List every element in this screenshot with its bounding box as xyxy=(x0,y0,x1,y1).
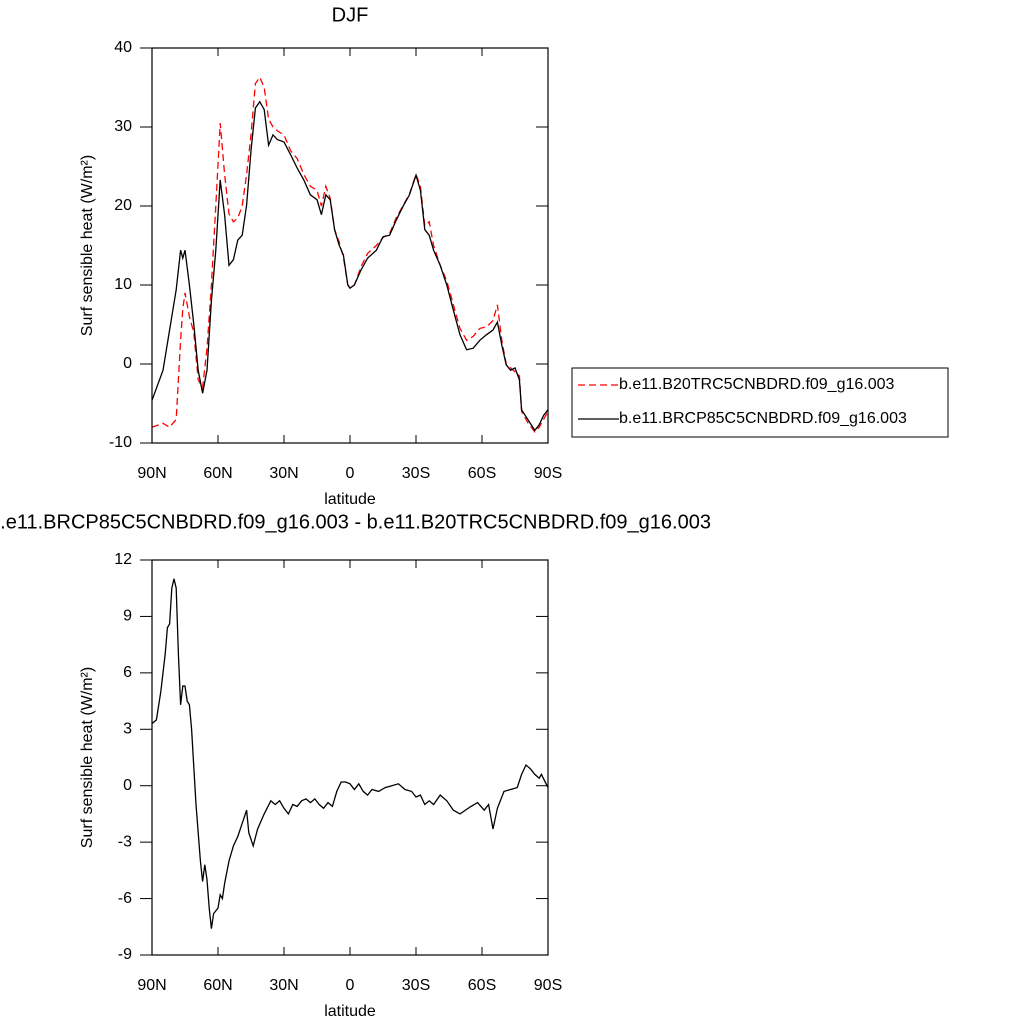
y-tick-label: -6 xyxy=(118,890,132,907)
x-tick-label: 30N xyxy=(269,465,298,482)
x-tick-label: 0 xyxy=(346,465,355,482)
y-tick-label: 9 xyxy=(123,608,132,625)
y-tick-label: 0 xyxy=(123,777,132,794)
x-tick-label: 60N xyxy=(203,977,232,994)
y-tick-label: 12 xyxy=(114,551,132,568)
y-tick-label: 0 xyxy=(123,355,132,372)
legend-label: b.e11.BRCP85C5CNBDRD.f09_g16.003 xyxy=(619,410,907,427)
data-line xyxy=(151,100,549,432)
y-tick-label: 10 xyxy=(114,276,132,293)
y-tick-label: 6 xyxy=(123,664,132,681)
chart-title: DJF xyxy=(332,4,369,26)
y-tick-label: 30 xyxy=(114,118,132,135)
x-tick-label: 90S xyxy=(534,977,562,994)
x-tick-label: 30N xyxy=(269,977,298,994)
legend-label: b.e11.B20TRC5CNBDRD.f09_g16.003 xyxy=(619,376,895,393)
x-tick-label: 30S xyxy=(402,465,430,482)
x-tick-label: 90N xyxy=(137,977,166,994)
data-line xyxy=(151,578,549,929)
data-line xyxy=(151,75,549,433)
x-tick-label: 90N xyxy=(137,465,166,482)
y-tick-label: -9 xyxy=(118,946,132,963)
x-tick-label: 30S xyxy=(402,977,430,994)
plot-frame xyxy=(151,47,549,444)
x-axis-label: latitude xyxy=(324,491,376,508)
y-axis-label: Surf sensible heat (W/m²) xyxy=(79,155,96,336)
x-axis-label: latitude xyxy=(324,1003,376,1020)
x-tick-label: 60N xyxy=(203,465,232,482)
y-tick-label: 20 xyxy=(114,197,132,214)
plot-frame xyxy=(151,559,549,956)
legend-box xyxy=(571,367,949,438)
y-tick-label: -3 xyxy=(118,833,132,850)
chart-title: b.e11.BRCP85C5CNBDRD.f09_g16.003 - b.e11… xyxy=(0,511,711,533)
y-tick-label: 3 xyxy=(123,721,132,738)
x-tick-label: 90S xyxy=(534,465,562,482)
x-tick-label: 60S xyxy=(468,465,496,482)
y-tick-label: -10 xyxy=(109,434,132,451)
x-tick-label: 0 xyxy=(346,977,355,994)
x-tick-label: 60S xyxy=(468,977,496,994)
y-axis-label: Surf sensible heat (W/m²) xyxy=(79,667,96,848)
y-tick-label: 40 xyxy=(114,39,132,56)
